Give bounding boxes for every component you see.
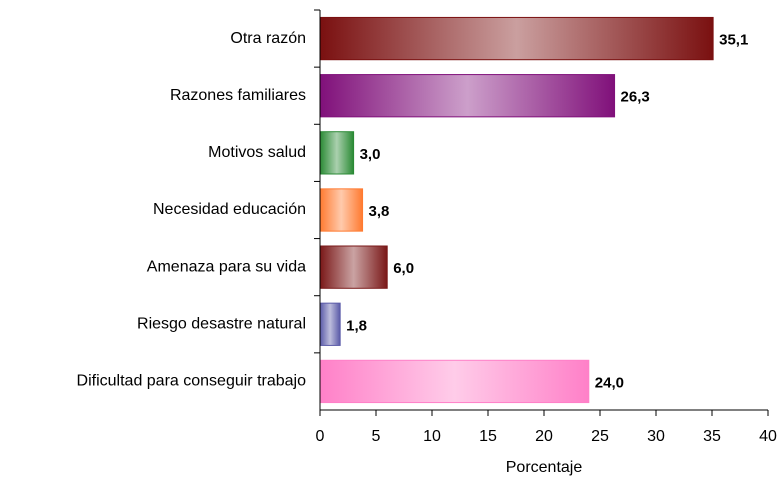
- y-tick-label: Motivos salud: [208, 144, 306, 161]
- value-label: 6,0: [393, 260, 414, 277]
- value-label: 26,3: [621, 89, 650, 106]
- y-tick-label: Razones familiares: [170, 87, 306, 104]
- x-tick-label: 25: [591, 428, 609, 445]
- bar: [319, 131, 355, 175]
- x-tick-label: 0: [316, 428, 325, 445]
- x-tick-label: 10: [423, 428, 441, 445]
- x-tick-label: 15: [479, 428, 497, 445]
- x-tick-label: 35: [703, 428, 721, 445]
- bar: [319, 302, 341, 346]
- value-label: 3,0: [360, 146, 381, 163]
- value-label: 1,8: [346, 317, 367, 334]
- bar: [319, 74, 616, 118]
- x-axis-label: Porcentaje: [506, 459, 583, 476]
- y-tick-label: Riesgo desastre natural: [137, 316, 306, 333]
- y-tick-label: Necesidad educación: [153, 201, 306, 218]
- x-tick-label: 5: [372, 428, 381, 445]
- x-tick-label: 40: [759, 428, 777, 445]
- x-tick-label: 20: [535, 428, 553, 445]
- value-label: 35,1: [719, 32, 748, 49]
- y-tick-label: Dificultad para conseguir trabajo: [77, 373, 307, 390]
- y-tick-label: Amenaza para su vida: [147, 258, 306, 275]
- bar: [319, 245, 388, 289]
- y-tick-label: Otra razón: [230, 30, 306, 47]
- value-label: 24,0: [595, 374, 624, 391]
- bar: [319, 16, 714, 61]
- bar: [319, 359, 590, 404]
- bar: [319, 188, 364, 232]
- value-label: 3,8: [369, 203, 390, 220]
- x-tick-label: 30: [647, 428, 665, 445]
